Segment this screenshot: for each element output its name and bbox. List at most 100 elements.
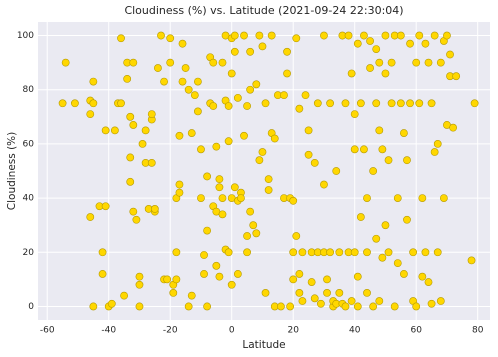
scatter-point <box>430 31 439 40</box>
scatter-point <box>132 215 141 224</box>
scatter-point <box>280 91 288 100</box>
scatter-point <box>249 221 258 230</box>
scatter-point <box>246 85 255 94</box>
scatter-point <box>353 302 362 311</box>
x-tick-label: 80 <box>472 326 484 336</box>
x-tick-label: -40 <box>101 326 116 336</box>
scatter-point <box>400 270 408 278</box>
scatter-point <box>396 99 405 108</box>
scatter-point <box>98 270 107 278</box>
scatter-point <box>375 58 384 67</box>
scatter-point <box>255 31 264 40</box>
scatter-point <box>110 126 119 135</box>
scatter-point <box>135 272 144 281</box>
scatter-point <box>323 289 331 297</box>
scatter-point <box>215 183 224 192</box>
scatter-point <box>107 299 116 308</box>
scatter-point <box>233 270 242 278</box>
plot-background <box>38 22 490 320</box>
scatter-point <box>230 47 239 56</box>
scatter-point <box>101 126 110 135</box>
scatter-point <box>237 194 245 202</box>
scatter-point <box>372 45 381 53</box>
scatter-point <box>344 31 353 40</box>
scatter-point <box>277 302 285 311</box>
scatter-point <box>126 177 135 186</box>
y-tick-label: 40 <box>23 194 35 204</box>
scatter-point <box>190 91 199 100</box>
scatter-point <box>283 47 291 56</box>
scatter-point <box>427 299 436 308</box>
scatter-point <box>393 194 402 202</box>
scatter-point <box>86 213 95 221</box>
scatter-point <box>258 148 267 156</box>
scatter-point <box>387 99 396 108</box>
scatter-point <box>335 248 344 257</box>
scatter-point <box>126 112 135 121</box>
scatter-point <box>307 278 316 286</box>
scatter-point <box>233 93 242 102</box>
scatter-point <box>126 153 135 162</box>
scatter-point <box>101 202 110 211</box>
scatter-point <box>157 31 165 40</box>
scatter-point <box>396 31 405 40</box>
scatter-point <box>203 226 212 235</box>
scatter-point <box>295 104 304 113</box>
scatter-point <box>412 302 421 311</box>
scatter-point <box>378 253 387 262</box>
scatter-point <box>350 248 359 257</box>
y-tick-label: 20 <box>23 248 35 258</box>
scatter-point <box>193 107 202 116</box>
y-axis-label: Cloudiness (%) <box>6 132 18 210</box>
scatter-point <box>421 39 430 48</box>
scatter-point <box>267 31 276 40</box>
scatter-point <box>412 58 421 67</box>
scatter-point <box>332 167 341 175</box>
scatter-point <box>187 129 196 137</box>
scatter-point <box>326 248 335 257</box>
scatter-point <box>264 186 273 194</box>
scatter-point <box>313 99 322 108</box>
scatter-point <box>375 126 384 135</box>
scatter-point <box>197 194 205 202</box>
scatter-point <box>403 215 411 224</box>
scatter-point <box>169 289 178 297</box>
scatter-point <box>320 31 328 40</box>
scatter-point <box>400 129 408 137</box>
scatter-point <box>200 251 208 259</box>
scatter-point <box>360 145 368 154</box>
scatter-point <box>369 167 378 175</box>
scatter-point <box>369 302 378 311</box>
x-tick-label: 40 <box>349 326 361 336</box>
scatter-point <box>246 207 255 216</box>
scatter-point <box>424 278 433 286</box>
scatter-point <box>218 58 227 67</box>
scatter-point <box>163 275 172 284</box>
scatter-point <box>418 194 427 202</box>
scatter-point <box>415 99 424 108</box>
y-tick-label: 60 <box>23 139 35 149</box>
scatter-point <box>418 272 427 281</box>
scatter-point <box>433 248 442 257</box>
scatter-point <box>141 126 150 135</box>
scatter-point <box>270 134 279 143</box>
scatter-point <box>289 248 298 257</box>
scatter-point <box>160 77 168 86</box>
scatter-point <box>224 102 233 110</box>
scatter-point <box>218 210 227 219</box>
scatter-point <box>58 99 67 108</box>
scatter-point <box>292 34 301 43</box>
x-axis-label: Latitude <box>242 339 285 351</box>
scatter-point <box>403 156 411 165</box>
scatter-point <box>356 99 365 108</box>
x-tick-label: -60 <box>40 326 55 336</box>
scatter-point <box>89 77 98 86</box>
scatter-point <box>353 39 362 48</box>
scatter-point <box>289 196 298 205</box>
scatter-point <box>147 110 156 119</box>
scatter-point <box>310 158 319 167</box>
scatter-point <box>341 99 350 108</box>
scatter-point <box>120 291 128 300</box>
scatter-point <box>436 58 445 67</box>
